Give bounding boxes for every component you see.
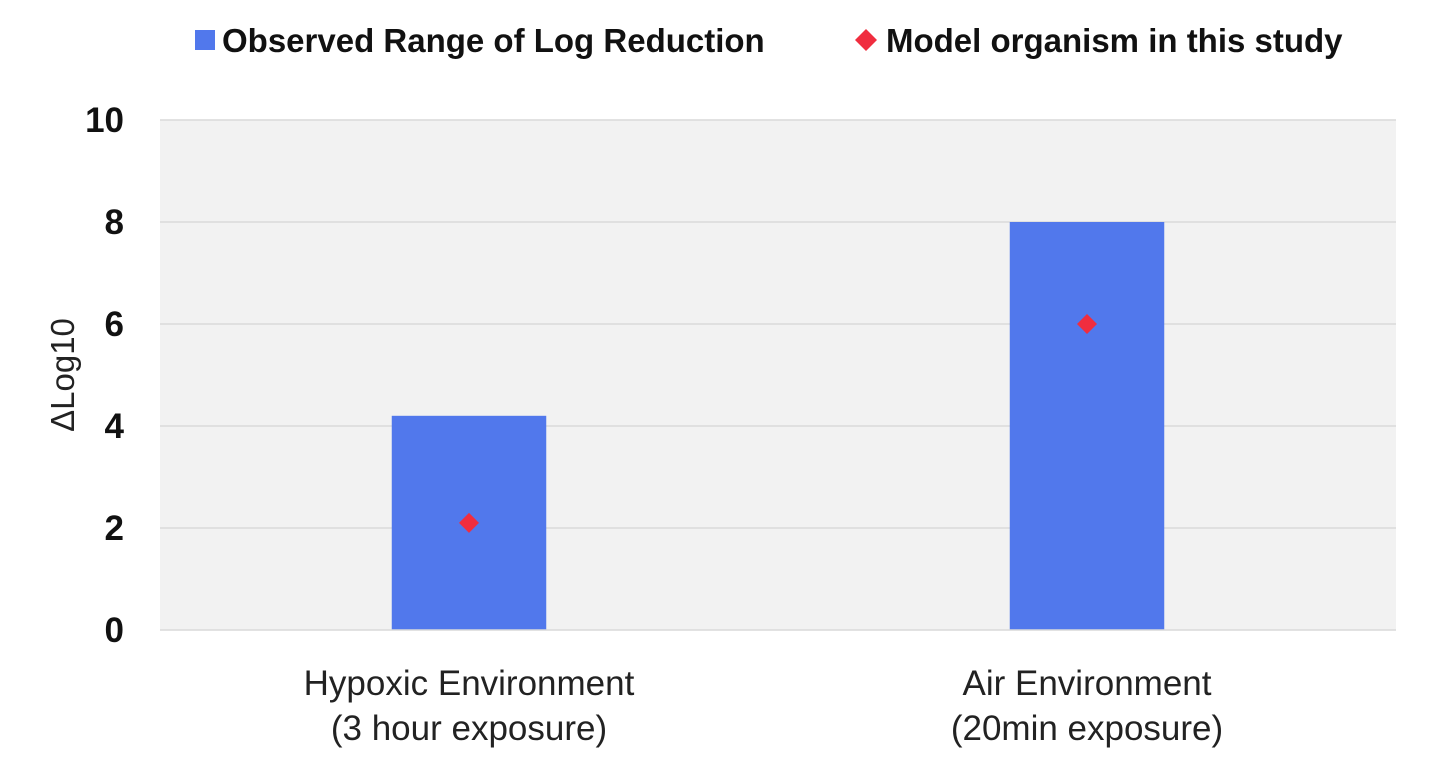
y-tick-label: 4 [105, 407, 125, 446]
bar [1009, 222, 1165, 630]
marker-point [1077, 314, 1097, 334]
legend: Observed Range of Log Reduction Model or… [195, 22, 1343, 59]
legend-label-markers: Model organism in this study [886, 22, 1343, 59]
y-axis-ticks: 0 2 4 6 8 10 [85, 101, 124, 650]
x-category-label: Hypoxic Environment [304, 664, 635, 703]
y-tick-label: 8 [105, 203, 124, 242]
x-category-label: Air Environment [963, 664, 1212, 703]
x-axis-categories: Hypoxic Environment (3 hour exposure) Air … [304, 664, 1224, 748]
x-category-label: (3 hour exposure) [331, 709, 607, 748]
legend-item-markers: Model organism in this study [855, 22, 1343, 59]
y-tick-label: 6 [105, 305, 124, 344]
y-axis-label: ΔLog10 [44, 318, 81, 432]
gridlines [160, 119, 1396, 529]
bars [391, 222, 1165, 630]
x-category-label: (20min exposure) [951, 709, 1223, 748]
plot-area [160, 120, 1396, 630]
legend-swatch-bars [195, 30, 215, 50]
markers [459, 314, 1097, 533]
y-tick-label: 0 [105, 611, 124, 650]
marker-point [459, 512, 479, 533]
legend-label-bars: Observed Range of Log Reduction [222, 22, 765, 59]
y-tick-label: 10 [85, 101, 124, 140]
y-tick-label: 2 [105, 509, 124, 548]
legend-swatch-markers [855, 29, 877, 51]
legend-item-bars: Observed Range of Log Reduction [195, 22, 765, 59]
